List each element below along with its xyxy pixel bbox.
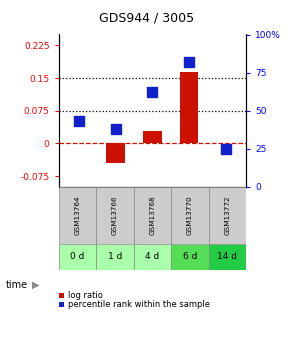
- Point: [76, 119, 81, 124]
- Text: 0 d: 0 d: [70, 252, 85, 261]
- Text: GSM13766: GSM13766: [112, 195, 118, 235]
- Point: [113, 126, 118, 132]
- Bar: [217, 143, 235, 144]
- Text: GSM13768: GSM13768: [149, 195, 155, 235]
- Bar: [96, 244, 134, 270]
- Bar: [59, 187, 96, 244]
- Point: [224, 146, 228, 151]
- Bar: [209, 187, 246, 244]
- Bar: [171, 187, 209, 244]
- Point: [150, 90, 155, 95]
- Text: GSM13772: GSM13772: [224, 195, 230, 235]
- Text: percentile rank within the sample: percentile rank within the sample: [68, 300, 210, 309]
- Text: GSM13770: GSM13770: [187, 195, 193, 235]
- Bar: [143, 131, 161, 144]
- Bar: [209, 244, 246, 270]
- Text: log ratio: log ratio: [68, 291, 103, 300]
- Bar: [171, 244, 209, 270]
- Bar: [134, 187, 171, 244]
- Text: 14 d: 14 d: [217, 252, 237, 261]
- Bar: [134, 244, 171, 270]
- Text: ▶: ▶: [32, 280, 40, 289]
- Text: 1 d: 1 d: [108, 252, 122, 261]
- Bar: [106, 144, 125, 163]
- Text: 6 d: 6 d: [183, 252, 197, 261]
- Text: time: time: [6, 280, 28, 289]
- Bar: [70, 143, 88, 144]
- Point: [187, 59, 191, 65]
- Bar: [59, 244, 96, 270]
- Bar: [180, 71, 198, 144]
- Bar: [96, 187, 134, 244]
- Text: 4 d: 4 d: [145, 252, 159, 261]
- Text: GDS944 / 3005: GDS944 / 3005: [99, 11, 194, 24]
- Text: GSM13764: GSM13764: [74, 195, 80, 235]
